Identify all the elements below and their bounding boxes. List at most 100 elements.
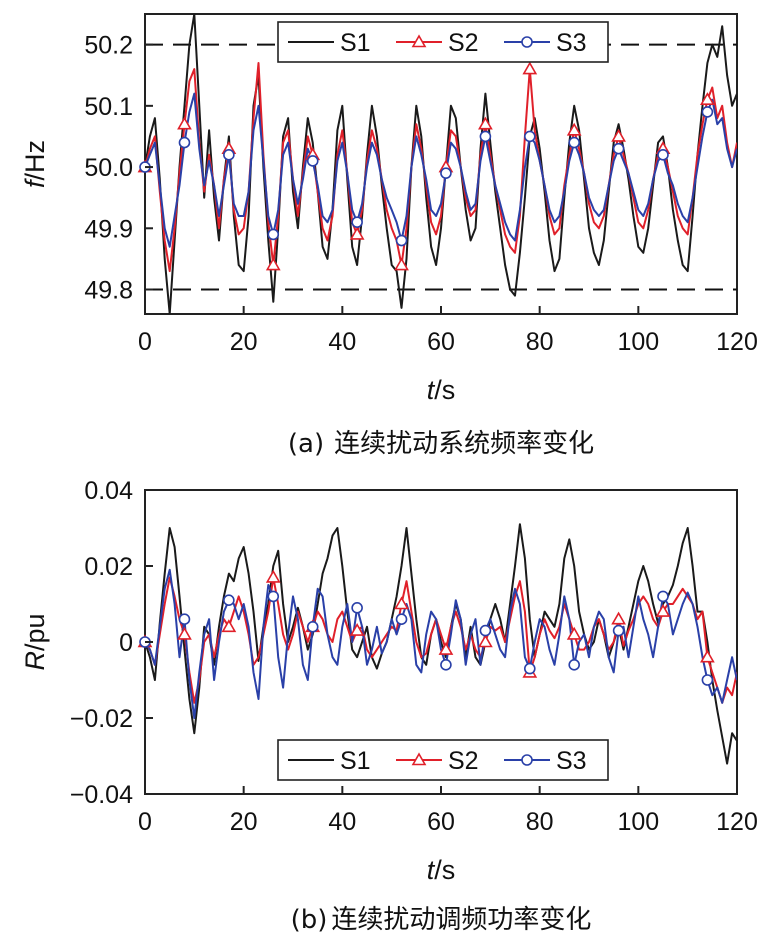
series-line-b-S3 xyxy=(145,568,737,719)
marker-a-S2-13 xyxy=(700,92,715,106)
marker-a-S3-8 xyxy=(479,130,492,143)
x-tick-label-a-1: 20 xyxy=(230,328,258,356)
legend-marker-a-S3 xyxy=(521,36,533,48)
y-axis-label-a: f/Hz xyxy=(20,140,50,188)
x-tick-label-a-3: 60 xyxy=(427,328,455,356)
x-tick-label-b-2: 40 xyxy=(328,808,356,836)
marker-b-S3-12 xyxy=(657,590,669,603)
x-tick-label-b-5: 100 xyxy=(617,808,659,836)
caption-a-prefix: (a) xyxy=(288,429,324,459)
marker-b-S3-9 xyxy=(523,662,536,675)
chart-panel-a: 0 20 40 60 80 100 120 49.8 49.9 50.0 50.1 50.2 S1 S2… xyxy=(20,13,758,459)
marker-a-S2-10 xyxy=(566,122,582,136)
x-tick-label-b-1: 20 xyxy=(230,808,258,836)
marker-b-S3-10 xyxy=(568,658,581,671)
x-axis-label-b-var: t xyxy=(427,855,436,885)
marker-b-S2-1 xyxy=(177,626,192,640)
marker-a-S2-1 xyxy=(177,116,192,130)
y-tick-label-a-1: 49.9 xyxy=(84,215,133,243)
y-axis-label-b: R/pu xyxy=(20,613,50,670)
marker-b-S3-7 xyxy=(440,658,452,671)
marker-b-S3-11 xyxy=(612,624,625,637)
ticks-a: 0 20 40 60 80 100 120 49.8 49.9 50.0 50.1 50.2 xyxy=(84,32,758,356)
marker-a-S3-3 xyxy=(267,228,280,241)
x-axis-label-a-unit: /s xyxy=(434,375,455,405)
marker-b-S2-6 xyxy=(394,596,409,610)
y-tick-label-a-4: 50.2 xyxy=(84,32,133,60)
marker-a-S3-9 xyxy=(523,130,536,143)
legend-label-a-S2: S2 xyxy=(448,29,479,57)
x-tick-label-b-4: 80 xyxy=(526,808,554,836)
legend-marker-a-S2 xyxy=(411,34,427,48)
legend-label-b-S3: S3 xyxy=(556,747,587,775)
legend-label-b-S2: S2 xyxy=(448,747,479,775)
marker-b-S2-8 xyxy=(478,634,493,648)
marker-a-S2-9 xyxy=(522,61,538,75)
y-tick-label-b-0: −0.04 xyxy=(70,781,133,809)
y-tick-label-b-3: 0.02 xyxy=(84,553,133,581)
x-tick-label-b-0: 0 xyxy=(138,808,152,836)
series-line-b-S1 xyxy=(145,523,737,765)
marker-a-S3-11 xyxy=(612,142,625,155)
marker-b-S2-7 xyxy=(438,641,454,655)
y-axis-label-b-unit: /pu xyxy=(20,613,50,651)
series-line-b-S2 xyxy=(145,576,737,704)
marker-b-S2-3 xyxy=(265,569,281,583)
legend-label-a-S1: S1 xyxy=(340,29,371,57)
marker-b-S3-5 xyxy=(351,601,363,614)
marker-a-S2-11 xyxy=(611,128,626,142)
caption-b-prefix: (b) xyxy=(291,905,328,935)
marker-a-S2-6 xyxy=(394,257,409,271)
marker-b-S3-13 xyxy=(701,674,714,686)
marker-a-S3-4 xyxy=(306,155,319,167)
x-tick-label-a-6: 120 xyxy=(716,328,758,356)
y-axis-label-a-unit: /Hz xyxy=(20,140,50,181)
legend-label-a-S3: S3 xyxy=(556,29,587,57)
marker-a-S2-5 xyxy=(349,226,365,240)
marker-a-S3-10 xyxy=(568,136,581,149)
legend-label-b-S1: S1 xyxy=(340,747,371,775)
y-tick-label-a-3: 50.1 xyxy=(84,93,133,121)
marker-b-S2-13 xyxy=(700,649,715,663)
y-axis-label-a-var: f xyxy=(20,178,50,188)
x-tick-label-a-0: 0 xyxy=(138,328,152,356)
marker-a-S3-1 xyxy=(178,136,191,149)
marker-b-S3-8 xyxy=(479,624,492,637)
marker-b-S3-4 xyxy=(306,620,319,633)
marker-b-S2-2 xyxy=(221,619,237,633)
marker-b-S2-5 xyxy=(349,622,365,636)
series-group-a xyxy=(137,14,737,314)
marker-a-S3-13 xyxy=(701,106,714,118)
y-tick-label-a-2: 50.0 xyxy=(84,154,133,182)
marker-b-S2-11 xyxy=(611,611,626,625)
x-tick-label-a-2: 40 xyxy=(328,328,356,356)
ticks-b: 0 20 40 60 80 100 120 −0.04 −0.02 0 0.02 0.04 xyxy=(70,477,758,836)
x-tick-label-b-3: 60 xyxy=(427,808,455,836)
caption-b-text: 连续扰动调频功率变化 xyxy=(331,905,591,935)
marker-a-S3-2 xyxy=(223,149,235,161)
series-line-a-S2 xyxy=(145,62,737,273)
caption-b: (b) 连续扰动调频功率变化 xyxy=(291,905,592,935)
x-axis-label-a-var: t xyxy=(427,375,436,405)
x-tick-label-a-5: 100 xyxy=(617,328,659,356)
marker-a-S3-6 xyxy=(395,234,408,247)
marker-b-S3-2 xyxy=(223,594,235,607)
legend-marker-b-S2 xyxy=(411,752,427,766)
x-axis-label-a: t/s xyxy=(427,375,456,405)
series-line-a-S1 xyxy=(145,14,737,314)
marker-a-S3-7 xyxy=(440,167,452,179)
legend-b: S1 S2 S3 xyxy=(277,739,609,781)
marker-b-S3-6 xyxy=(395,613,408,626)
marker-a-S3-12 xyxy=(657,149,669,161)
x-axis-label-b-unit: /s xyxy=(434,855,455,885)
y-axis-label-b-var: R xyxy=(20,651,50,671)
y-tick-label-b-2: 0 xyxy=(119,629,133,657)
y-tick-label-a-0: 49.8 xyxy=(84,277,133,305)
x-tick-label-a-4: 80 xyxy=(526,328,554,356)
legend-marker-b-S3 xyxy=(521,754,533,766)
caption-a: (a) 连续扰动系统频率变化 xyxy=(288,429,594,459)
series-line-a-S3 xyxy=(145,92,737,248)
y-tick-label-b-1: −0.02 xyxy=(70,705,133,733)
